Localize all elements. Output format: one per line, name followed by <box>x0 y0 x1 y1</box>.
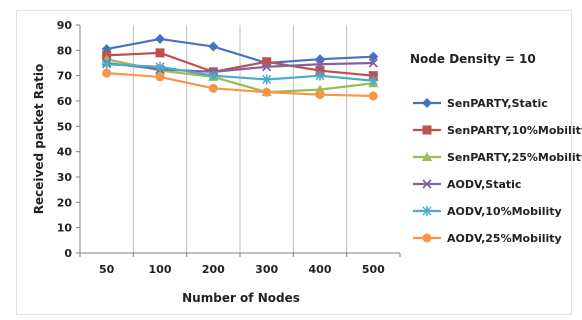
legend-item: SenPARTY,25%Mobility <box>413 151 582 164</box>
legend-item: AODV,25%Mobility <box>413 232 562 245</box>
data-point <box>368 91 378 101</box>
series-line <box>106 37 374 65</box>
legend-label: SenPARTY,25%Mobility <box>447 151 582 164</box>
series-line <box>106 61 374 73</box>
y-tick-label: 20 <box>57 196 73 209</box>
x-tick-label: 50 <box>99 263 115 276</box>
series-line <box>106 51 374 77</box>
legend-marker <box>422 125 432 135</box>
series-5 <box>101 59 379 86</box>
data-point <box>155 48 165 58</box>
legend-label: AODV,Static <box>447 178 521 191</box>
x-tick-label: 300 <box>255 263 278 276</box>
series-layer <box>101 33 379 101</box>
data-point <box>208 41 219 52</box>
y-tick-label: 70 <box>57 70 73 83</box>
legend-marker <box>422 233 432 243</box>
y-axis-label: Received packet Ratio <box>32 64 46 214</box>
data-point <box>155 61 165 72</box>
data-point <box>262 57 272 67</box>
legend-marker <box>422 152 432 161</box>
legend-label: AODV,10%Mobility <box>447 205 562 218</box>
data-point <box>101 59 112 70</box>
legend-item: AODV,10%Mobility <box>413 205 562 218</box>
data-point <box>315 70 325 81</box>
data-point <box>208 83 218 93</box>
data-point <box>208 70 219 81</box>
data-point <box>315 54 325 65</box>
data-point <box>315 90 325 100</box>
data-point <box>155 33 165 44</box>
chart-frame <box>16 10 572 315</box>
y-tick-label: 60 <box>57 95 73 108</box>
data-point <box>368 75 379 86</box>
series-4 <box>102 58 378 77</box>
data-point <box>155 72 165 82</box>
legend-label: AODV,25%Mobility <box>447 232 562 245</box>
data-point <box>262 62 272 72</box>
legend-marker <box>422 206 432 216</box>
legend-item: AODV,Static <box>413 178 521 191</box>
x-axis-label: Number of Nodes <box>182 291 300 305</box>
x-tick-label: 500 <box>362 263 385 276</box>
data-point <box>102 68 112 78</box>
x-tick-label: 400 <box>309 263 332 276</box>
legend: SenPARTY,Static SenPARTY,10%Mobility SenPA… <box>413 97 582 245</box>
x-tick-label: 200 <box>202 263 225 276</box>
y-tick-label: 50 <box>57 120 73 133</box>
y-tick-label: 30 <box>57 171 73 184</box>
data-point <box>368 71 378 81</box>
legend-label: SenPARTY,Static <box>447 97 548 110</box>
node-density-annotation: Node Density = 10 <box>410 52 536 66</box>
legend-item: SenPARTY,10%Mobility <box>413 124 582 137</box>
legend-marker <box>422 179 432 189</box>
series-6 <box>102 68 378 101</box>
y-tick-label: 90 <box>57 19 73 32</box>
x-tick-label: 100 <box>149 263 172 276</box>
y-tick-label: 0 <box>64 247 72 260</box>
axes: 0 10 20 30 40 50 60 70 80 90 50 100 200 300 400 500 <box>57 19 401 276</box>
legend-label: SenPARTY,10%Mobility <box>447 124 582 137</box>
series-line <box>106 72 374 98</box>
data-point <box>262 87 272 97</box>
legend-item: SenPARTY,Static <box>413 97 548 110</box>
series-line <box>106 63 374 82</box>
data-point <box>368 58 378 68</box>
y-tick-label: 40 <box>57 146 73 159</box>
legend-marker <box>422 98 432 108</box>
y-tick-label: 10 <box>57 222 73 235</box>
data-point <box>368 51 379 62</box>
data-point <box>315 66 325 76</box>
data-point <box>315 59 325 69</box>
data-point <box>261 74 272 85</box>
y-tick-label: 80 <box>57 44 73 57</box>
